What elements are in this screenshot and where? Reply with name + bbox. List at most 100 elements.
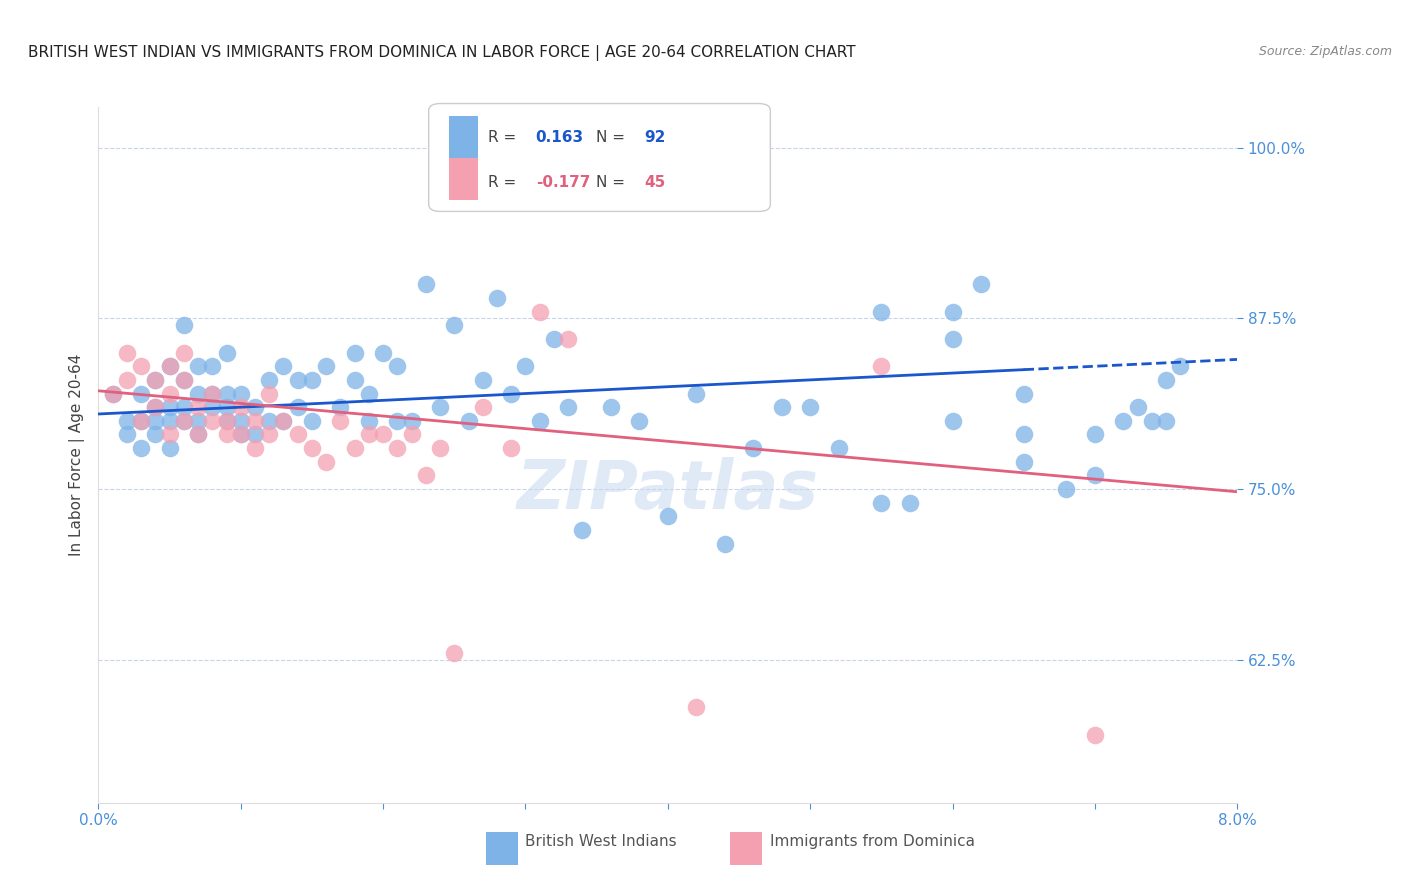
Text: 0.163: 0.163 — [536, 130, 583, 145]
Point — [357, 386, 380, 401]
Point — [145, 373, 167, 387]
Text: R =: R = — [488, 130, 522, 145]
Text: British West Indians: British West Indians — [526, 834, 678, 849]
Point — [215, 386, 238, 401]
Point — [287, 373, 309, 387]
Point — [159, 386, 181, 401]
Point — [145, 427, 167, 442]
Point — [1084, 468, 1107, 483]
Point — [301, 441, 323, 455]
Point — [229, 400, 252, 414]
Point — [600, 400, 623, 414]
Point — [657, 509, 679, 524]
Point — [173, 373, 195, 387]
Point — [129, 414, 152, 428]
Point — [287, 400, 309, 414]
Point — [215, 400, 238, 414]
Point — [129, 359, 152, 374]
Point — [557, 400, 579, 414]
Point — [415, 468, 437, 483]
Point — [201, 386, 224, 401]
Point — [243, 427, 266, 442]
Point — [401, 427, 423, 442]
Point — [315, 359, 337, 374]
Point — [1170, 359, 1192, 374]
Point — [259, 373, 281, 387]
Point — [898, 496, 921, 510]
Point — [471, 373, 494, 387]
Point — [215, 427, 238, 442]
Point — [501, 386, 523, 401]
Point — [159, 414, 181, 428]
Point — [1012, 386, 1035, 401]
Point — [529, 414, 551, 428]
Point — [387, 414, 409, 428]
Point — [415, 277, 437, 292]
Text: 92: 92 — [644, 130, 665, 145]
Point — [159, 400, 181, 414]
Point — [201, 414, 224, 428]
Point — [215, 414, 238, 428]
Point — [187, 427, 209, 442]
Point — [243, 441, 266, 455]
Point — [1084, 427, 1107, 442]
Point — [187, 400, 209, 414]
Point — [543, 332, 565, 346]
Point — [357, 427, 380, 442]
Point — [273, 414, 295, 428]
Point — [229, 414, 252, 428]
Point — [1012, 455, 1035, 469]
Point — [343, 441, 366, 455]
Point — [173, 318, 195, 333]
Point — [1140, 414, 1163, 428]
Point — [187, 386, 209, 401]
Point — [159, 441, 181, 455]
Point — [429, 441, 451, 455]
Point — [201, 359, 224, 374]
Point — [486, 291, 509, 305]
Point — [1056, 482, 1078, 496]
Point — [343, 345, 366, 359]
Point — [187, 359, 209, 374]
Point — [145, 414, 167, 428]
Point — [1154, 373, 1177, 387]
Text: R =: R = — [488, 175, 522, 190]
Point — [229, 427, 252, 442]
Point — [1126, 400, 1149, 414]
Point — [343, 373, 366, 387]
Point — [357, 414, 380, 428]
Point — [243, 414, 266, 428]
FancyBboxPatch shape — [449, 116, 478, 158]
Point — [129, 414, 152, 428]
Point — [685, 700, 707, 714]
Point — [329, 414, 352, 428]
Point — [115, 345, 138, 359]
Point — [443, 646, 465, 660]
Point — [387, 441, 409, 455]
Point — [173, 400, 195, 414]
Point — [145, 400, 167, 414]
Point — [145, 373, 167, 387]
Point — [501, 441, 523, 455]
Point — [101, 386, 124, 401]
Point — [714, 536, 737, 550]
Point — [115, 414, 138, 428]
Point — [571, 523, 593, 537]
Text: N =: N = — [596, 175, 630, 190]
Point — [259, 414, 281, 428]
FancyBboxPatch shape — [449, 158, 478, 200]
Text: Source: ZipAtlas.com: Source: ZipAtlas.com — [1258, 45, 1392, 58]
FancyBboxPatch shape — [731, 832, 762, 865]
Point — [387, 359, 409, 374]
Point — [159, 427, 181, 442]
Point — [770, 400, 793, 414]
Point — [173, 414, 195, 428]
Point — [315, 455, 337, 469]
Point — [799, 400, 821, 414]
Point — [215, 414, 238, 428]
Point — [329, 400, 352, 414]
Point — [942, 414, 965, 428]
Point — [1112, 414, 1135, 428]
Point — [742, 441, 765, 455]
Point — [828, 441, 851, 455]
